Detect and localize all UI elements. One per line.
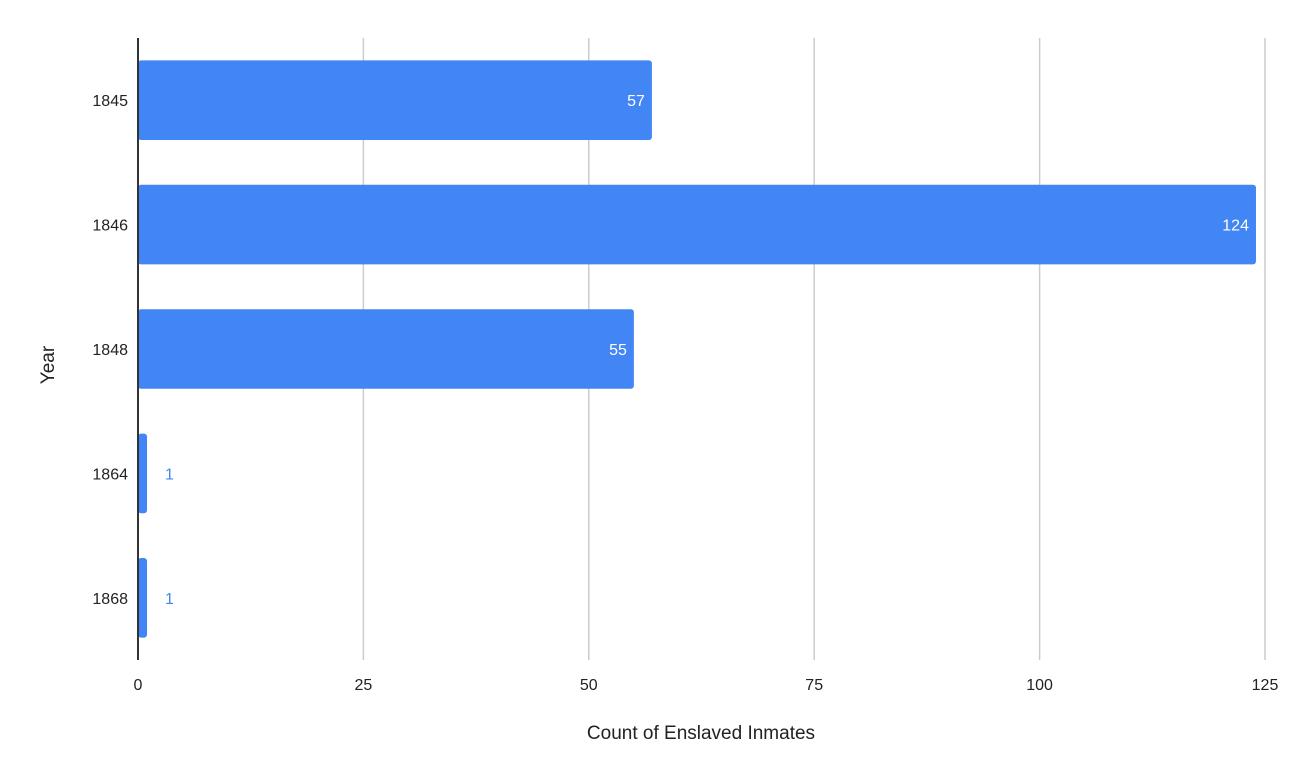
x-tick-label: 75 (805, 677, 823, 694)
data-label-1848: 55 (609, 342, 627, 359)
y-tick-label: 1848 (92, 342, 128, 359)
x-axis-title: Count of Enslaved Inmates (587, 723, 815, 744)
bar-1848 (138, 309, 634, 389)
x-tick-labels: 0 25 50 75 100 125 (134, 677, 1279, 694)
bars (138, 60, 1256, 638)
x-tick-label: 100 (1026, 677, 1053, 694)
x-tick-label: 125 (1252, 677, 1279, 694)
y-tick-label: 1868 (92, 591, 128, 608)
data-label-1864: 1 (165, 466, 174, 483)
x-tick-label: 50 (580, 677, 598, 694)
data-label-1868: 1 (165, 591, 174, 608)
bar-1864 (138, 433, 148, 514)
y-tick-labels: 1845 1846 1848 1864 1868 (92, 93, 128, 608)
data-label-1846: 124 (1222, 218, 1249, 235)
y-tick-label: 1864 (92, 466, 128, 483)
data-label-1845: 57 (627, 93, 645, 110)
y-tick-label: 1845 (92, 93, 128, 110)
x-tick-label: 0 (134, 677, 143, 694)
y-axis-title: Year (38, 345, 59, 384)
bar-1868 (138, 557, 148, 638)
bar-1846 (138, 184, 1256, 265)
grid-lines (362, 38, 1266, 660)
data-labels: 57 124 55 1 1 (165, 93, 1249, 608)
bar-1845 (138, 60, 652, 141)
y-tick-label: 1846 (92, 218, 128, 235)
x-tick-label: 25 (355, 677, 373, 694)
